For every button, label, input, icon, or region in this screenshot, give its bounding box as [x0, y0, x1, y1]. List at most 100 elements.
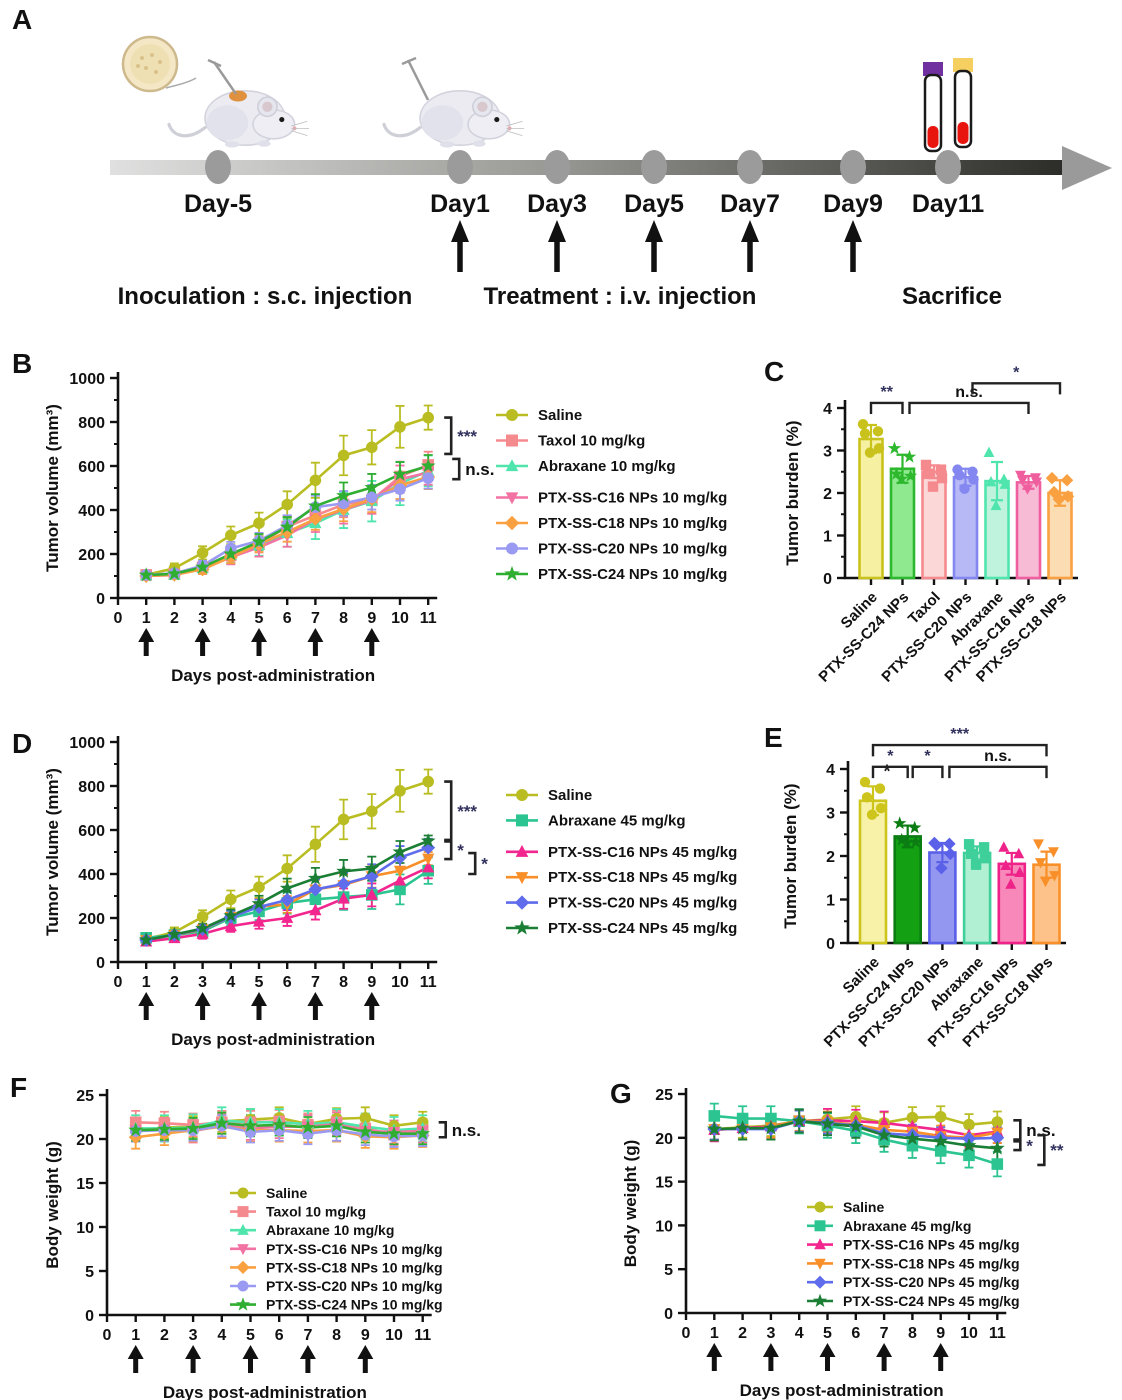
star-marker-icon — [279, 880, 295, 895]
star-marker-icon — [223, 908, 239, 923]
circle-marker-icon — [196, 911, 209, 923]
x-tick-label: 11 — [420, 974, 437, 991]
triangle-down-marker-icon — [505, 492, 519, 505]
circle-marker-icon — [253, 517, 265, 529]
circle-marker-icon — [337, 497, 350, 510]
star-marker-icon — [933, 1133, 949, 1148]
star-marker-icon — [138, 567, 154, 582]
y-tick-label: 20 — [76, 1132, 94, 1149]
square-marker-icon — [506, 434, 518, 447]
x-tick-label: 8 — [908, 1325, 917, 1342]
bar — [962, 851, 992, 945]
y-tick-label: 5 — [664, 1262, 673, 1279]
star-marker-icon — [989, 1140, 1005, 1155]
timeline-day-label: Day9 — [823, 190, 883, 218]
significance-bracket — [948, 765, 1048, 779]
triangle-down-marker-icon — [393, 865, 407, 878]
significance-bracket — [911, 765, 944, 779]
triangle-up-marker-icon — [1014, 866, 1026, 877]
x-tick-label: 6 — [275, 1327, 284, 1344]
triangle-up-marker-icon — [365, 888, 378, 900]
star-marker-icon — [235, 1297, 251, 1311]
circle-marker-icon — [337, 813, 350, 826]
triangle-up-marker-icon — [998, 841, 1010, 852]
circle-marker-icon — [281, 498, 294, 511]
triangle-up-marker-icon — [998, 473, 1010, 484]
timeline-caption: Inoculation : s.c. injection — [118, 283, 413, 310]
triangle-down-marker-icon — [237, 1244, 249, 1256]
diamond-marker-icon — [943, 837, 956, 851]
x-tick-label: 5 — [246, 1327, 255, 1344]
x-tick-label: 4 — [217, 1327, 226, 1344]
legend-label: Saline — [538, 407, 582, 424]
treatment-arrowhead-icon — [844, 220, 862, 242]
line-chart-D: 0 200 400 600 800 1000 0 1 2 3 4 5 6 7 8 9 10 11 Days post… — [43, 735, 737, 1049]
panel-c-label: C — [764, 356, 785, 387]
significance-bracket — [1013, 1140, 1022, 1152]
treatment-arrowhead-icon — [363, 628, 380, 642]
timeline-day-label: Day-5 — [184, 190, 252, 218]
timeline-caption: Sacrifice — [902, 283, 1002, 310]
circle-marker-icon — [859, 776, 871, 788]
x-tick-label: 9 — [936, 1325, 945, 1342]
circle-marker-icon — [337, 449, 350, 462]
x-tick-label: 5 — [255, 610, 264, 627]
treatment-arrowhead-icon — [299, 1345, 316, 1359]
mouse-inoculation-icon — [165, 58, 311, 150]
y-tick-label: 1000 — [69, 735, 105, 752]
circle-marker-icon — [968, 474, 979, 485]
star-marker-icon — [195, 559, 210, 574]
diamond-marker-icon — [1052, 493, 1066, 506]
panel-c-chart: 0 1 2 3 4 Tumor burden (%) Saline PTX-SS-C24 NP… — [760, 345, 1122, 705]
y-tick-label: 20 — [655, 1131, 673, 1148]
circle-marker-icon — [857, 418, 869, 430]
star-marker-icon — [902, 449, 917, 463]
timeline-day-label: Day1 — [430, 190, 490, 218]
triangle-up-marker-icon — [1013, 847, 1025, 859]
treatment-arrowhead-icon — [645, 220, 663, 242]
x-tick-label: 7 — [880, 1325, 889, 1342]
bar — [858, 799, 888, 945]
triangle-down-marker-icon — [814, 1258, 826, 1270]
y-tick-label: 1000 — [69, 371, 105, 388]
bar — [1015, 481, 1042, 580]
circle-marker-icon — [366, 441, 378, 454]
star-marker-icon — [300, 1119, 316, 1134]
significance-bracket — [438, 1120, 447, 1139]
circle-marker-icon — [864, 447, 876, 458]
significance-bracket — [869, 401, 904, 414]
legend-label: PTX-SS-C18 NPs 10 mg/kg — [266, 1259, 443, 1275]
star-marker-icon — [251, 895, 267, 910]
panel-g-chart: 0 5 10 15 20 25 0 1 2 3 4 5 6 7 8 9 10 11 Days post-admini… — [560, 1060, 1122, 1400]
panel-f-label: F — [10, 1072, 28, 1103]
circle-marker-icon — [963, 1118, 975, 1131]
star-marker-icon — [185, 1120, 201, 1135]
treatment-arrowhead-icon — [194, 992, 211, 1006]
circle-marker-icon — [309, 838, 322, 851]
star-marker-icon — [329, 1118, 344, 1133]
x-tick-label: 0 — [114, 610, 123, 627]
circle-marker-icon — [506, 409, 518, 421]
significance-bracket — [1037, 1133, 1046, 1167]
timeline-day-label: Day3 — [527, 190, 587, 218]
bar — [858, 437, 884, 580]
star-marker-icon — [392, 466, 408, 481]
significance-label: * — [457, 841, 464, 860]
y-tick-label: 600 — [78, 823, 105, 840]
line-chart-G: 0 5 10 15 20 25 0 1 2 3 4 5 6 7 8 9 10 11 Days post-admini… — [621, 1087, 1064, 1400]
diamond-marker-icon — [308, 882, 323, 897]
y-tick-label: 2 — [826, 849, 835, 866]
tumor-volume-45mgkg-chart: 0 200 400 600 800 1000 0 1 2 3 4 5 6 7 8 9 10 11 Days post… — [43, 735, 737, 1049]
syringe-icon — [406, 59, 430, 101]
square-marker-icon — [927, 481, 939, 492]
x-tick-label: 7 — [303, 1327, 312, 1344]
legend-label: Abraxane 10 mg/kg — [538, 458, 676, 475]
treatment-arrowhead-icon — [127, 1345, 144, 1359]
y-axis-label: Tumor volume (mm³) — [43, 404, 62, 572]
triangle-up-marker-icon — [393, 873, 407, 886]
star-marker-icon — [214, 1115, 230, 1130]
star-marker-icon — [420, 833, 436, 848]
